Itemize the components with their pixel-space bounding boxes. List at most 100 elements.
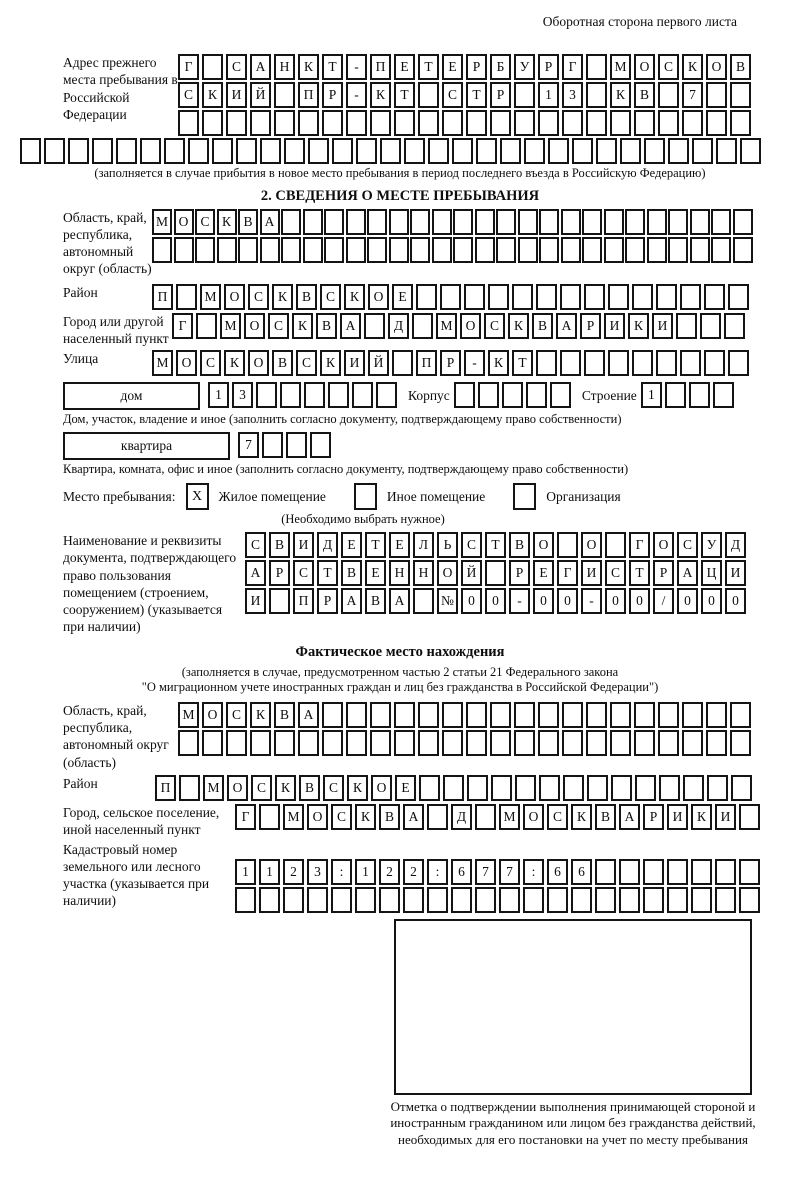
- char-cell[interactable]: [226, 729, 247, 756]
- char-cell[interactable]: Б: [490, 54, 511, 80]
- char-cell[interactable]: С: [245, 532, 266, 559]
- char-cell[interactable]: Г: [562, 54, 583, 80]
- char-cell[interactable]: [259, 236, 280, 263]
- char-cell[interactable]: [706, 82, 727, 108]
- char-cell[interactable]: [419, 775, 440, 801]
- char-cell[interactable]: [356, 138, 377, 164]
- char-cell[interactable]: [706, 110, 727, 136]
- char-cell[interactable]: [474, 236, 495, 263]
- char-cell[interactable]: [739, 886, 760, 913]
- char-cell[interactable]: [44, 138, 65, 164]
- char-cell[interactable]: [691, 858, 712, 885]
- char-cell[interactable]: [403, 886, 424, 913]
- char-cell[interactable]: [442, 110, 463, 136]
- char-cell[interactable]: Д: [388, 312, 409, 339]
- char-cell[interactable]: [680, 283, 701, 310]
- char-cell[interactable]: [668, 138, 689, 164]
- char-cell[interactable]: 1: [235, 858, 256, 885]
- char-cell[interactable]: [68, 138, 89, 164]
- char-cell[interactable]: И: [652, 312, 673, 339]
- char-cell[interactable]: [692, 138, 713, 164]
- char-cell[interactable]: [549, 382, 571, 409]
- char-cell[interactable]: [501, 382, 523, 409]
- char-cell[interactable]: К: [202, 82, 223, 108]
- char-cell[interactable]: М: [610, 54, 631, 80]
- char-cell[interactable]: [379, 886, 400, 913]
- char-cell[interactable]: О: [523, 804, 544, 830]
- char-cell[interactable]: [619, 886, 640, 913]
- char-cell[interactable]: [740, 138, 761, 164]
- char-cell[interactable]: К: [571, 804, 592, 830]
- char-cell[interactable]: [178, 729, 199, 756]
- char-cell[interactable]: [442, 701, 463, 728]
- char-cell[interactable]: В: [299, 775, 320, 801]
- char-cell[interactable]: [467, 775, 488, 801]
- char-cell[interactable]: [376, 382, 397, 409]
- char-cell[interactable]: И: [581, 560, 602, 587]
- char-cell[interactable]: И: [604, 312, 625, 339]
- char-cell[interactable]: [539, 236, 559, 263]
- char-cell[interactable]: М: [200, 283, 221, 310]
- char-cell[interactable]: А: [677, 560, 698, 587]
- char-cell[interactable]: [328, 382, 349, 409]
- char-cell[interactable]: №: [437, 588, 458, 615]
- char-cell[interactable]: [442, 729, 463, 756]
- char-cell[interactable]: [731, 775, 752, 801]
- char-cell[interactable]: [683, 775, 704, 801]
- char-cell[interactable]: [514, 110, 535, 136]
- char-cell[interactable]: [634, 701, 655, 728]
- char-cell[interactable]: [490, 701, 511, 728]
- char-cell[interactable]: 0: [533, 588, 554, 615]
- char-cell[interactable]: 1: [208, 382, 229, 409]
- char-cell[interactable]: Н: [274, 54, 295, 80]
- char-cell[interactable]: [280, 382, 301, 409]
- char-cell[interactable]: [202, 729, 223, 756]
- char-cell[interactable]: В: [379, 804, 400, 830]
- char-cell[interactable]: [682, 701, 703, 728]
- char-cell[interactable]: Д: [451, 804, 472, 830]
- char-cell[interactable]: П: [152, 283, 173, 310]
- char-cell[interactable]: 6: [451, 858, 472, 885]
- char-cell[interactable]: [92, 138, 113, 164]
- char-cell[interactable]: [346, 729, 367, 756]
- char-cell[interactable]: [322, 110, 343, 136]
- char-cell[interactable]: М: [283, 804, 304, 830]
- char-cell[interactable]: Р: [538, 54, 559, 80]
- char-cell[interactable]: 0: [461, 588, 482, 615]
- char-cell[interactable]: А: [341, 588, 362, 615]
- char-cell[interactable]: О: [371, 775, 392, 801]
- char-cell[interactable]: [536, 350, 557, 377]
- char-cell[interactable]: [724, 312, 745, 339]
- char-cell[interactable]: [517, 236, 538, 263]
- char-cell[interactable]: Т: [317, 560, 338, 587]
- char-cell[interactable]: [274, 729, 295, 756]
- char-cell[interactable]: [560, 208, 581, 235]
- char-cell[interactable]: [515, 775, 536, 801]
- char-cell[interactable]: К: [216, 208, 237, 235]
- char-cell[interactable]: О: [653, 532, 674, 559]
- char-cell[interactable]: В: [341, 560, 362, 587]
- char-cell[interactable]: М: [178, 701, 199, 728]
- char-cell[interactable]: П: [370, 54, 391, 80]
- char-cell[interactable]: [324, 236, 344, 263]
- char-cell[interactable]: [404, 138, 425, 164]
- char-cell[interactable]: [562, 110, 583, 136]
- char-cell[interactable]: Г: [557, 560, 578, 587]
- char-cell[interactable]: К: [344, 283, 365, 310]
- char-cell[interactable]: 3: [562, 82, 583, 108]
- char-cell[interactable]: С: [226, 54, 247, 80]
- char-cell[interactable]: С: [248, 283, 269, 310]
- char-cell[interactable]: [730, 729, 751, 756]
- char-cell[interactable]: -: [509, 588, 530, 615]
- char-cell[interactable]: [490, 110, 511, 136]
- char-cell[interactable]: [173, 236, 194, 263]
- char-cell[interactable]: [691, 886, 712, 913]
- char-cell[interactable]: [452, 138, 473, 164]
- char-cell[interactable]: [226, 110, 247, 136]
- char-cell[interactable]: [603, 236, 624, 263]
- char-cell[interactable]: Р: [490, 82, 511, 108]
- char-cell[interactable]: П: [416, 350, 437, 377]
- char-cell[interactable]: И: [725, 560, 746, 587]
- char-cell[interactable]: [188, 138, 209, 164]
- char-cell[interactable]: [646, 208, 667, 235]
